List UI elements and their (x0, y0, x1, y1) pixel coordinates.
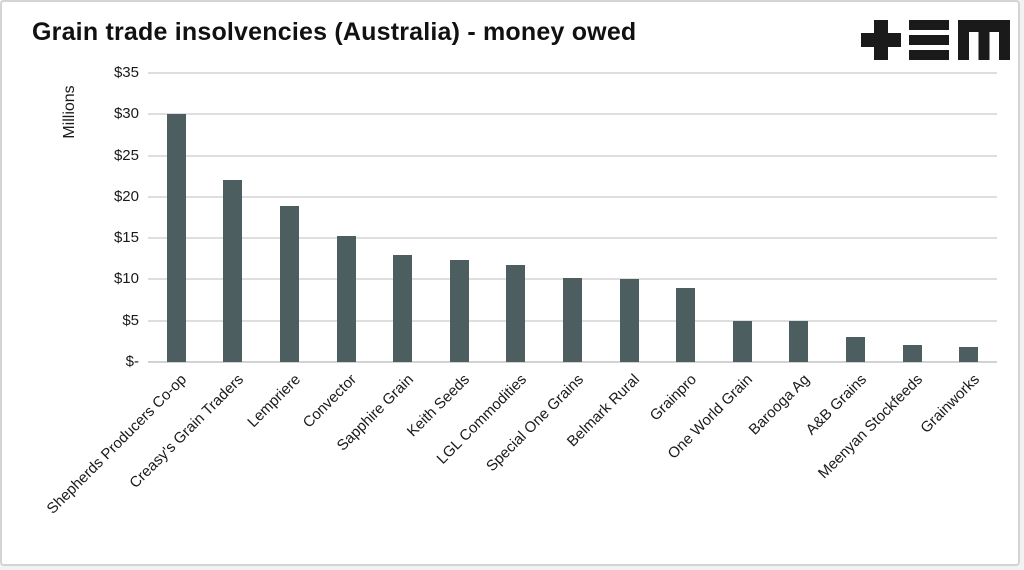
m-icon (958, 20, 1010, 60)
bar (223, 180, 243, 362)
y-axis: $- $5 $10 $15 $20 $25 $30 $35 (2, 2, 139, 564)
x-tick-label: Belmark Rural (563, 371, 644, 451)
x-axis-line (148, 361, 997, 363)
bar (336, 235, 356, 362)
bar (619, 279, 639, 362)
plot-area (148, 72, 997, 363)
y-tick-label: $35 (113, 64, 139, 81)
x-tick-label: Lempriere (243, 371, 304, 431)
y-tick-label: $20 (113, 187, 139, 205)
y-tick-label: $- (125, 353, 139, 370)
x-tick-label: LGL Commodities (433, 371, 530, 468)
gridline (148, 72, 997, 74)
x-tick-label: Barooga Ag (745, 371, 813, 439)
x-tick-label: Convector (299, 371, 361, 432)
gridline (148, 195, 997, 198)
gridline (148, 154, 997, 157)
plus-icon (861, 20, 901, 60)
bar (449, 259, 469, 362)
y-tick-label: $30 (113, 105, 139, 123)
x-tick-label: Sapphire Grain (333, 371, 417, 455)
gridline (148, 113, 997, 116)
bar (393, 254, 413, 362)
equals-icon (909, 20, 949, 60)
x-tick-label: A&B Grains (802, 371, 870, 439)
bar (959, 347, 979, 362)
y-tick-label: $5 (122, 311, 139, 329)
y-tick-label: $15 (113, 229, 139, 247)
x-tick-label: Keith Seeds (404, 371, 474, 441)
x-tick-label: Meenyan Stockfeeds (815, 371, 927, 483)
x-tick-label: Special One Grains (482, 371, 587, 475)
tem-logo (861, 20, 1010, 60)
bar (280, 205, 299, 362)
bar (166, 114, 186, 362)
x-tick-label: One World Grain (664, 371, 757, 463)
chart-title: Grain trade insolvencies (Australia) - m… (32, 18, 637, 46)
y-tick-label: $10 (113, 270, 139, 288)
bar (789, 320, 809, 362)
bar (563, 277, 582, 362)
bar (846, 337, 865, 362)
bar (506, 265, 526, 362)
bar (676, 287, 696, 362)
x-tick-label: Grainpro (646, 371, 700, 425)
y-tick-label: $25 (113, 146, 139, 164)
x-tick-label: Grainworks (917, 371, 983, 437)
bar (732, 320, 752, 362)
bar (902, 344, 922, 362)
gridline (148, 237, 997, 240)
